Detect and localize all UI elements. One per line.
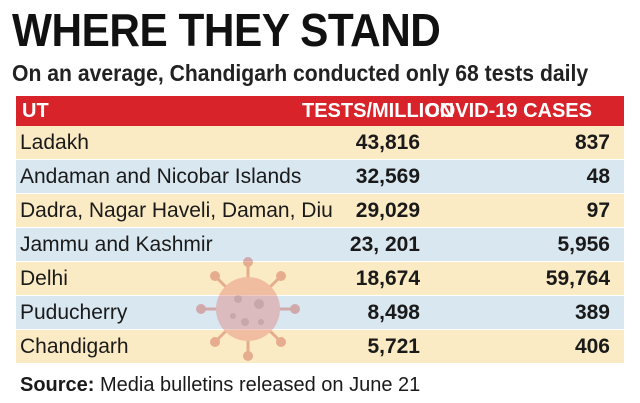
table-row: Puducherry 8,498 389	[16, 296, 624, 330]
cell-ut: Chandigarh	[20, 334, 129, 358]
cell-tests: 5,721	[367, 334, 420, 358]
cell-cases: 837	[574, 130, 610, 154]
table-row: Delhi 18,674 59,764	[16, 262, 624, 296]
source-note: Source: Media bulletins released on June…	[20, 372, 420, 398]
cell-tests: 32,569	[355, 164, 420, 188]
cell-ut: Andaman and Nicobar Islands	[20, 164, 302, 188]
cell-ut: Dadra, Nagar Haveli, Daman, Diu	[20, 198, 333, 222]
cell-ut: Jammu and Kashmir	[20, 232, 213, 256]
cell-cases: 5,956	[557, 232, 610, 256]
cell-cases: 48	[586, 164, 610, 188]
table-row: Andaman and Nicobar Islands 32,569 48	[16, 160, 624, 194]
cell-cases: 406	[574, 334, 610, 358]
source-text: Media bulletins released on June 21	[94, 374, 421, 396]
table-row: Dadra, Nagar Haveli, Daman, Diu 29,029 9…	[16, 194, 624, 228]
table-row: Jammu and Kashmir 23, 201 5,956	[16, 228, 624, 262]
cell-tests: 29,029	[355, 198, 420, 222]
header-tests-per-million: TESTS/MILLION	[302, 99, 455, 122]
cell-tests: 18,674	[355, 266, 420, 290]
cell-tests: 8,498	[367, 300, 420, 324]
cell-ut: Ladakh	[20, 130, 89, 154]
data-table: UT TESTS/MILLION COVID-19 CASES Ladakh 4…	[16, 96, 624, 364]
cell-cases: 59,764	[545, 266, 610, 290]
source-label: Source:	[20, 374, 95, 396]
cell-ut: Puducherry	[20, 300, 128, 324]
header-covid-cases: COVID-19 CASES	[425, 99, 592, 122]
cell-cases: 97	[586, 198, 610, 222]
header-ut: UT	[22, 99, 49, 122]
table-row: Chandigarh 5,721 406	[16, 330, 624, 364]
table-header: UT TESTS/MILLION COVID-19 CASES	[16, 96, 624, 126]
page-subtitle: On an average, Chandigarh conducted only…	[12, 60, 589, 86]
page-title: WHERE THEY STAND	[12, 4, 441, 56]
cell-cases: 389	[574, 300, 610, 324]
cell-tests: 23, 201	[349, 232, 420, 256]
table-row: Ladakh 43,816 837	[16, 126, 624, 160]
cell-ut: Delhi	[20, 266, 68, 290]
cell-tests: 43,816	[355, 130, 420, 154]
